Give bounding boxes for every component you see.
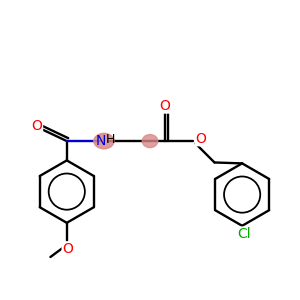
Text: O: O [159,99,170,113]
Text: N: N [95,134,106,148]
Text: H: H [106,133,115,146]
Text: Cl: Cl [237,227,250,241]
Text: O: O [32,118,43,133]
Ellipse shape [142,134,158,148]
Ellipse shape [94,134,114,149]
Text: O: O [62,242,73,256]
Text: O: O [195,132,206,146]
